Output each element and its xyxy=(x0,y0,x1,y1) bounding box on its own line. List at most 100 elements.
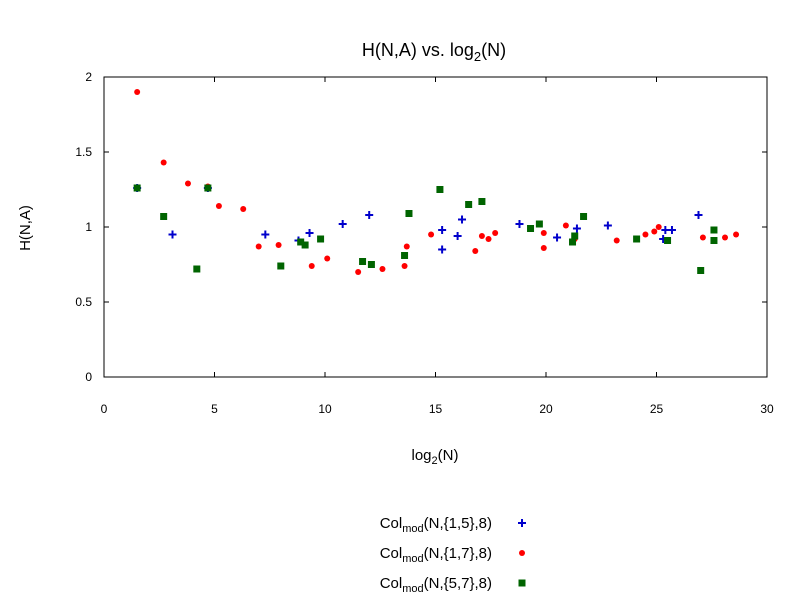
data-point xyxy=(324,255,331,262)
data-point xyxy=(478,198,486,205)
y-tick-label: 1.5 xyxy=(75,145,92,159)
data-point xyxy=(667,226,676,234)
data-point xyxy=(572,224,581,233)
series-3 xyxy=(133,184,718,274)
data-point xyxy=(401,263,408,269)
legend-entry-2: Colmod(N,{1,7},8) xyxy=(380,545,525,565)
data-point xyxy=(569,238,577,246)
legend: Colmod(N,{1,5},8) Colmod(N,{1,7},8) Colm… xyxy=(380,515,526,595)
plot-area xyxy=(103,76,768,378)
data-point xyxy=(699,234,706,241)
data-point xyxy=(215,203,222,209)
data-point xyxy=(651,228,658,235)
data-point xyxy=(472,248,479,254)
x-axis-label: log2(N) xyxy=(412,447,459,467)
data-points xyxy=(133,89,740,275)
y-axis: 0 0.5 1 1.5 2 xyxy=(75,70,767,384)
data-point xyxy=(359,258,367,265)
legend-label-2: Colmod(N,{1,7},8) xyxy=(380,545,492,565)
data-point xyxy=(277,262,285,270)
data-point xyxy=(697,267,705,274)
data-point xyxy=(193,265,201,273)
data-point xyxy=(465,201,473,208)
legend-marker xyxy=(518,519,526,527)
data-point xyxy=(317,235,325,243)
data-point xyxy=(338,220,347,228)
data-point xyxy=(168,230,177,239)
data-point xyxy=(438,226,447,234)
data-point xyxy=(580,213,588,220)
legend-marker-square-icon xyxy=(518,579,526,587)
data-point xyxy=(305,229,314,237)
x-tick-label: 20 xyxy=(539,402,553,416)
data-point xyxy=(515,220,524,228)
data-point xyxy=(367,261,375,268)
legend-marker-plus-icon xyxy=(518,519,526,527)
legend-label-1: Colmod(N,{1,5},8) xyxy=(380,515,492,535)
y-axis-label: H(N,A) xyxy=(17,205,34,251)
data-point xyxy=(540,245,547,251)
data-point xyxy=(603,221,612,230)
data-point xyxy=(664,237,672,244)
data-point xyxy=(633,235,641,243)
data-point xyxy=(458,215,467,224)
data-point xyxy=(240,206,247,212)
data-point xyxy=(562,222,569,229)
data-point xyxy=(535,220,543,228)
data-point xyxy=(308,263,315,269)
x-tick-label: 5 xyxy=(211,402,218,416)
data-point xyxy=(379,266,386,272)
data-point xyxy=(133,184,141,192)
legend-entry-1: Colmod(N,{1,5},8) xyxy=(380,515,526,535)
data-point xyxy=(261,230,270,239)
data-point xyxy=(405,210,413,217)
data-point xyxy=(438,245,447,254)
data-point xyxy=(355,269,362,275)
x-axis: 0 5 10 15 20 25 30 xyxy=(101,77,774,416)
data-point xyxy=(297,238,305,246)
series-2 xyxy=(134,89,740,275)
data-point xyxy=(492,230,499,236)
y-tick-label: 0 xyxy=(85,370,92,384)
data-point xyxy=(485,236,492,242)
data-point xyxy=(401,252,409,259)
x-tick-label: 15 xyxy=(429,402,443,416)
legend-marker xyxy=(519,550,525,556)
x-tick-label: 10 xyxy=(318,402,332,416)
data-point xyxy=(134,89,141,95)
data-point xyxy=(553,233,562,242)
data-point xyxy=(275,242,282,248)
legend-marker xyxy=(518,579,526,587)
y-tick-label: 0.5 xyxy=(75,295,92,309)
data-point xyxy=(204,184,212,192)
data-point xyxy=(710,237,718,244)
data-point xyxy=(540,230,547,236)
y-tick-label: 2 xyxy=(85,70,92,84)
x-tick-label: 0 xyxy=(101,402,108,416)
data-point xyxy=(428,231,435,238)
data-point xyxy=(255,243,262,250)
data-point xyxy=(642,231,649,238)
x-tick-label: 30 xyxy=(760,402,774,416)
chart-title: H(N,A) vs. log2(N) xyxy=(362,40,506,64)
data-point xyxy=(733,231,740,238)
legend-entry-3: Colmod(N,{5,7},8) xyxy=(380,575,526,595)
x-tick-label: 25 xyxy=(650,402,664,416)
data-point xyxy=(160,213,168,220)
data-point xyxy=(301,241,309,249)
data-point xyxy=(613,237,620,244)
data-point xyxy=(710,226,718,234)
data-point xyxy=(184,180,191,187)
data-point xyxy=(160,159,167,166)
legend-marker-circle-icon xyxy=(519,550,525,556)
data-point xyxy=(527,225,535,232)
data-point xyxy=(571,232,579,240)
legend-label-3: Colmod(N,{5,7},8) xyxy=(380,575,492,595)
data-point xyxy=(694,211,703,219)
data-point xyxy=(436,186,444,193)
data-point xyxy=(403,243,410,250)
y-tick-label: 1 xyxy=(85,220,92,234)
data-point xyxy=(453,232,462,240)
data-point xyxy=(722,234,729,241)
